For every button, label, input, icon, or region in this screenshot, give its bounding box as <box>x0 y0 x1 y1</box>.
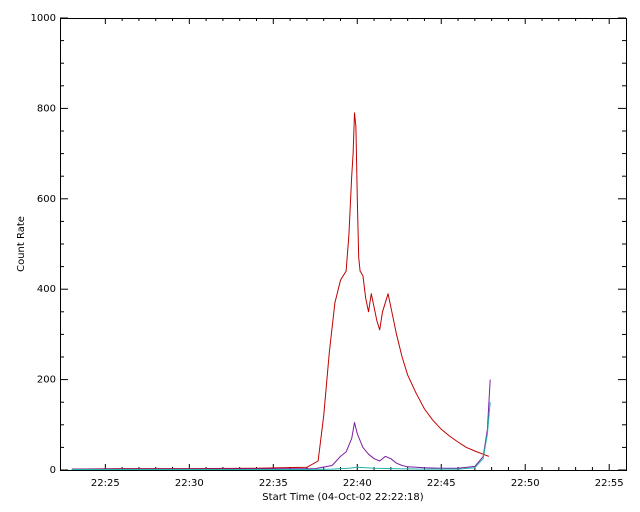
y-tick-label: 600 <box>37 194 56 205</box>
x-tick-label: 22:30 <box>175 478 204 489</box>
series-line <box>71 112 489 470</box>
y-tick-label: 0 <box>50 465 56 476</box>
x-tick-label: 22:45 <box>427 478 456 489</box>
x-tick-label: 22:25 <box>91 478 120 489</box>
series-layer <box>71 112 491 470</box>
plot-frame <box>60 18 627 471</box>
x-axis-label: Start Time (04-Oct-02 22:22:18) <box>262 492 423 503</box>
y-tick-label: 800 <box>37 103 56 114</box>
y-axis-label: Count Rate <box>16 216 27 272</box>
y-tick-label: 1000 <box>31 13 56 24</box>
x-tick-label: 22:40 <box>343 478 372 489</box>
y-axis-ticks: 0 200 400 600 800 1000 <box>31 13 626 476</box>
x-axis-ticks: 22:25 22:30 22:35 22:40 22:45 22:50 22:55 <box>91 18 624 489</box>
y-tick-label: 200 <box>37 375 56 386</box>
x-tick-label: 22:35 <box>259 478 288 489</box>
series-line <box>71 402 491 470</box>
y-tick-label: 400 <box>37 284 56 295</box>
x-tick-label: 22:55 <box>595 478 624 489</box>
x-tick-label: 22:50 <box>511 478 540 489</box>
series-line <box>71 379 491 470</box>
